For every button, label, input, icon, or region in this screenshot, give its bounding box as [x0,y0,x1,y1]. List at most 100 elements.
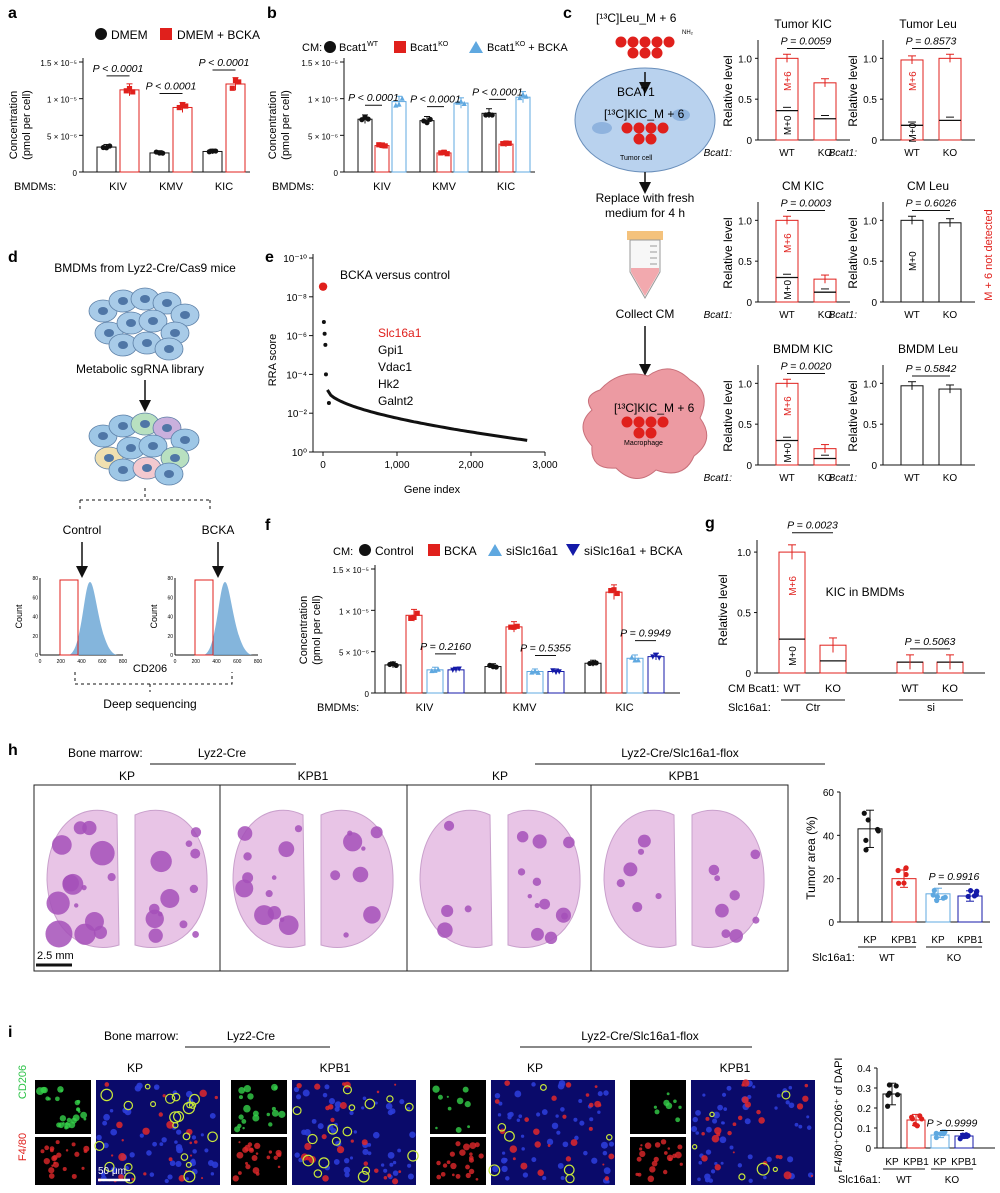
data-point [326,401,331,406]
green-signal [64,1125,69,1130]
green-signal [361,1166,371,1175]
red-signal [512,1157,516,1161]
tumor-nodule [107,873,116,882]
y-tick-label: 80 [32,576,38,582]
dapi-signal [589,1117,594,1122]
y-tick-label: 5 × 10⁻⁶ [308,132,338,141]
x-tick-label: 0 [174,659,177,665]
bar [172,106,193,173]
nucleus-icon [118,422,128,430]
data-point [500,141,506,147]
red-signal [244,1144,251,1152]
dapi-signal [591,1157,598,1164]
nucleus-icon [104,454,114,462]
red-signal [796,1103,804,1110]
red-signal [714,1164,721,1171]
green-signal [238,1095,243,1100]
tumor-nodule [190,848,201,859]
dapi-signal [169,1160,176,1167]
red-signal [255,1152,259,1155]
subplot-title: Tumor KIC [774,17,832,31]
red-signal [55,1140,60,1145]
red-signal [644,1142,652,1149]
legend-marker-bcka [428,544,440,556]
red-signal [783,1171,792,1180]
lung-section-image [232,809,394,948]
green-signal [348,1104,356,1111]
data-point [458,98,464,104]
row-label-f480: F4/80 [17,1133,29,1161]
tumor-nodule [278,841,295,858]
tumor-nodule [90,840,115,866]
dapi-signal [176,1129,182,1135]
x-tick-label: 0 [320,460,326,471]
nucleus-icon [164,345,174,353]
red-signal [118,1174,124,1180]
p-value: P = 0.6026 [906,198,957,210]
dapi-signal [542,1176,547,1181]
x-axis-prefix: BMDMs: [272,181,314,193]
data-point [593,660,599,666]
x-category-label: KP [931,935,945,946]
m0-label: M+0 [908,122,919,142]
red-signal [651,1160,658,1167]
red-signal [266,1155,271,1160]
dapi-signal [333,1122,338,1127]
subplot: BMDM KIC 0 0.5 1.0 Bcat1: WT KO M+6 M+0 P = 0.002… [704,342,850,484]
data-point [650,654,656,660]
green-signal [78,1110,81,1113]
legend-marker-ko [394,41,406,53]
tumor-nodule [370,826,383,839]
panel-b: CM: Bcat1WT Bcat1KO Bcat1KO + BCKA Concen… [267,41,568,193]
subplot-title: Tumor Leu [899,17,957,31]
image-title: KPB1 [320,1061,351,1075]
dapi-signal [497,1113,502,1117]
dapi-signal [721,1121,725,1125]
y-tick-label: 60 [823,788,835,799]
red-signal [238,1141,241,1144]
dapi-signal [149,1172,155,1177]
organelle-icon [672,109,690,121]
green-signal [292,1106,302,1116]
green-signal [247,1093,254,1100]
dapi-signal [695,1131,700,1135]
dapi-signal [546,1138,554,1146]
data-point [553,669,559,676]
tumor-nodule [637,834,651,848]
data-point [931,887,937,894]
red-signal [666,1154,674,1162]
tumor-nodule [555,907,572,923]
panel-g: Relative level 0 0.5 1.0 WT KO WT KO M+6 M+0 P = … [716,520,985,714]
dapi-signal [713,1111,720,1119]
x-category-label: KIC [615,702,633,714]
green-signal [104,1161,115,1172]
y-tick-label: 10⁻⁶ [286,332,307,343]
dapi-signal [574,1135,579,1141]
gate [59,579,79,656]
carbon-atom [621,416,633,428]
rank-curve [326,389,528,442]
x-category-label: KPB1 [951,1157,977,1168]
dapi-signal [343,1157,350,1164]
tumor-nodule [148,903,160,915]
carbon-atom [639,47,651,59]
x-category-label: WT [904,310,920,321]
dapi-signal [721,1092,727,1097]
dapi-signal [737,1163,743,1168]
data-point [183,103,189,109]
bcat1-label: BCAT1 [617,85,655,99]
tumor-cell-label: Tumor cell [620,155,653,162]
x-category-label: KO [818,473,833,484]
carbon-atom [657,416,669,428]
green-signal [539,1083,547,1091]
red-signal [565,1082,572,1088]
green-signal [464,1101,471,1108]
red-signal [194,1140,198,1144]
y-axis-label: Relative level [846,55,860,126]
green-signal [605,1133,613,1141]
y-tick-label: 0.5 [863,95,877,106]
y-tick-label: 60 [167,595,173,601]
x-category-label: WT [779,148,795,159]
tumor-nodule [532,877,542,887]
